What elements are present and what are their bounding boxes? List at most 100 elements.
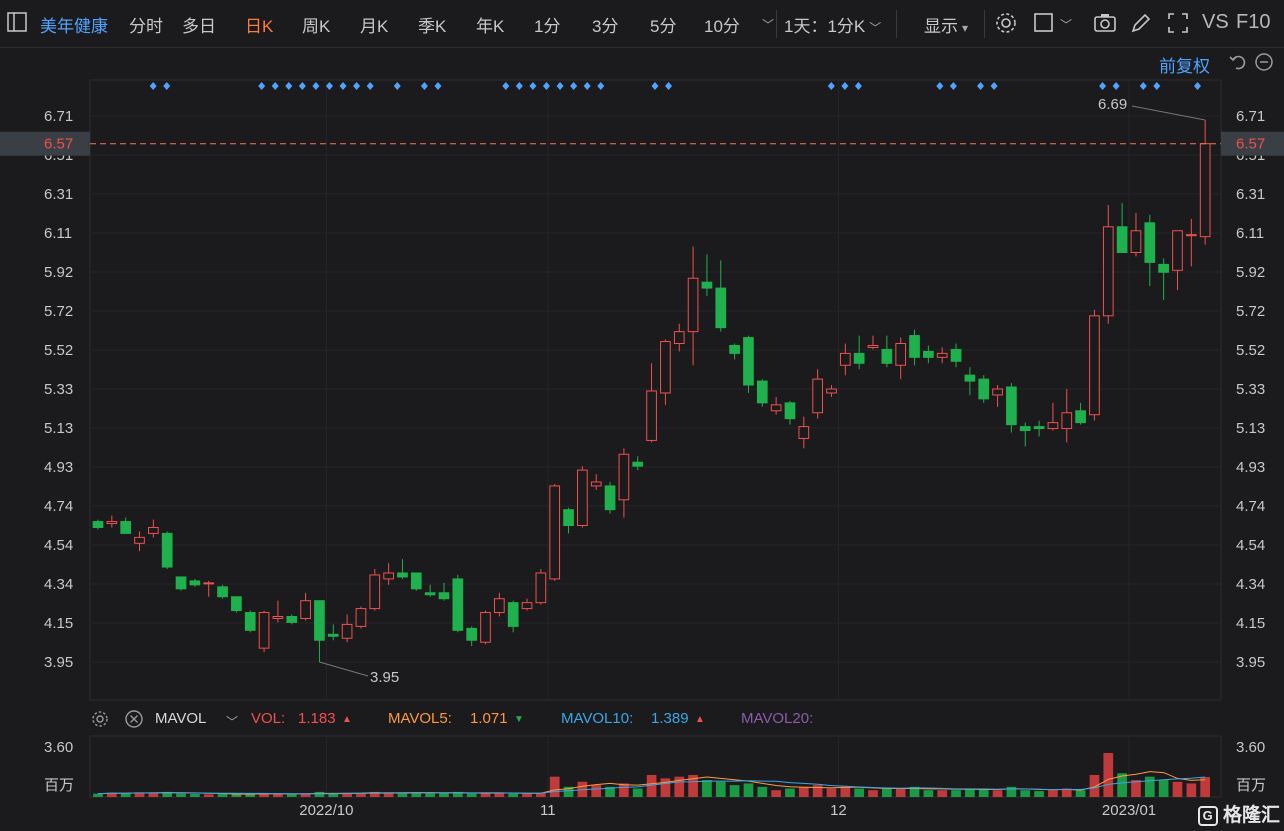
event-marker-icon	[949, 82, 957, 90]
tab-fenshi[interactable]: 分时	[129, 17, 163, 36]
tab-10min[interactable]: 10分	[704, 17, 740, 36]
f10-button[interactable]: F10	[1236, 11, 1271, 33]
volume-bar	[798, 786, 809, 797]
tab-yearly-k[interactable]: 年K	[476, 17, 505, 36]
price-tick-right: 6.11	[1236, 225, 1264, 242]
fullscreen-icon[interactable]	[1165, 10, 1191, 36]
volume-bar	[826, 788, 837, 797]
tab-daily-k[interactable]: 日K	[245, 17, 274, 36]
candle-body	[1089, 315, 1100, 416]
high-marker-label: 6.69	[1098, 96, 1127, 113]
event-marker-icon	[1193, 82, 1201, 90]
event-marker-icon	[325, 82, 333, 90]
price-tick-left: 5.92	[44, 264, 73, 281]
volume-bar	[729, 785, 740, 797]
tab-5min[interactable]: 5分	[650, 17, 677, 36]
volume-bar	[868, 790, 878, 797]
event-marker-icon	[651, 82, 659, 90]
chevron-down-icon: ﹀	[762, 18, 775, 32]
tab-weekly-k[interactable]: 周K	[302, 17, 331, 36]
event-marker-icon	[298, 82, 306, 90]
candle-body	[978, 378, 990, 400]
indicator-bar: MAVOL ﹀ VOL: 1.183 ▲ MAVOL5: 1.071 ▼ MAV…	[0, 702, 1284, 736]
volume-bar	[646, 774, 657, 797]
display-dropdown[interactable]: 显示 ▾	[924, 12, 968, 37]
zoom-out-icon[interactable]	[1254, 52, 1274, 72]
candle-body	[175, 576, 187, 590]
candle-body	[1019, 426, 1031, 432]
tab-multiday[interactable]: 多日	[182, 17, 216, 36]
candle-body	[992, 388, 1003, 396]
event-marker-icon	[529, 82, 537, 90]
current-price-badge-left	[0, 131, 90, 156]
candle-body	[314, 600, 325, 641]
indicator-close-icon[interactable]	[124, 709, 144, 729]
volume-bar	[356, 793, 366, 797]
mavol10-up-arrow-icon: ▲	[695, 714, 705, 725]
indicator-select[interactable]: MAVOL	[155, 710, 206, 727]
event-marker-icon	[936, 82, 944, 90]
event-marker-icon	[434, 82, 442, 90]
candle-body	[1158, 263, 1169, 273]
more-periods-dropdown[interactable]: ﹀	[758, 14, 774, 34]
price-tick-left: 4.34	[44, 576, 73, 593]
volume-bar	[273, 793, 283, 797]
candle-body	[549, 485, 561, 580]
layout-dropdown[interactable]: ﹀	[1056, 14, 1072, 34]
candle-body	[646, 390, 657, 441]
volume-bar	[591, 785, 602, 797]
vs-button[interactable]: VS	[1202, 11, 1229, 33]
volume-bar	[397, 792, 408, 797]
tab-monthly-k[interactable]: 月K	[360, 17, 389, 36]
tab-quarterly-k[interactable]: 季K	[418, 17, 447, 36]
volume-bar	[93, 793, 103, 797]
candle-body	[687, 277, 699, 333]
volume-bar	[1061, 788, 1072, 797]
event-marker-icon	[163, 82, 171, 90]
price-tick-right: 4.54	[1236, 537, 1265, 554]
candle-body	[563, 509, 574, 527]
candle-body	[231, 596, 242, 612]
candle-body	[839, 352, 851, 366]
camera-icon[interactable]	[1092, 10, 1118, 36]
volume-bar	[259, 793, 269, 797]
price-tick-left: 3.95	[44, 654, 73, 671]
volume-bar	[452, 791, 463, 797]
price-tick-right: 5.13	[1236, 420, 1265, 437]
volume-bar	[369, 791, 380, 797]
candle-body	[355, 608, 367, 627]
price-adjust-toggle[interactable]: 前复权	[1159, 57, 1210, 76]
price-tick-right: 5.52	[1236, 342, 1265, 359]
tab-3min[interactable]: 3分	[592, 17, 619, 36]
panel-toggle-icon[interactable]	[6, 11, 28, 33]
pencil-icon[interactable]	[1128, 10, 1154, 36]
candle-body	[1075, 410, 1086, 424]
candle-body	[1061, 412, 1073, 430]
interval-select[interactable]: 1天：1分K ﹀	[784, 12, 881, 37]
candle-body	[853, 352, 865, 364]
divider	[984, 10, 985, 38]
candle-body	[770, 404, 782, 412]
kline-chart[interactable]: 6.716.716.516.516.316.316.116.115.925.92…	[0, 48, 1284, 831]
high-marker-line	[1131, 105, 1206, 121]
candle-body	[701, 281, 713, 289]
settings-gear-icon[interactable]	[993, 10, 1019, 36]
price-tick-right: 5.33	[1236, 381, 1265, 398]
volume-bar	[882, 788, 892, 797]
stock-name[interactable]: 美年健康	[40, 17, 108, 36]
chevron-down-icon: ﹀	[869, 21, 882, 35]
indicator-settings-gear-icon[interactable]	[90, 709, 110, 729]
undo-icon[interactable]	[1228, 52, 1248, 72]
logo-text: 格隆汇	[1222, 805, 1280, 826]
candle-body	[964, 374, 976, 382]
volume-bar	[1172, 781, 1183, 797]
layout-square-icon[interactable]	[1032, 10, 1058, 36]
chevron-down-icon[interactable]: ﹀	[226, 715, 239, 729]
candle-body	[438, 592, 450, 600]
volume-unit-right: 百万	[1236, 777, 1266, 794]
tab-1min[interactable]: 1分	[534, 17, 561, 36]
toolbar: 美年健康 分时 多日 日K 周K 月K 季K 年K 1分 3分 5分 10分 ﹀…	[0, 0, 1284, 48]
volume-bar	[840, 786, 851, 797]
volume-bar	[937, 790, 948, 797]
candle-body	[397, 572, 408, 578]
